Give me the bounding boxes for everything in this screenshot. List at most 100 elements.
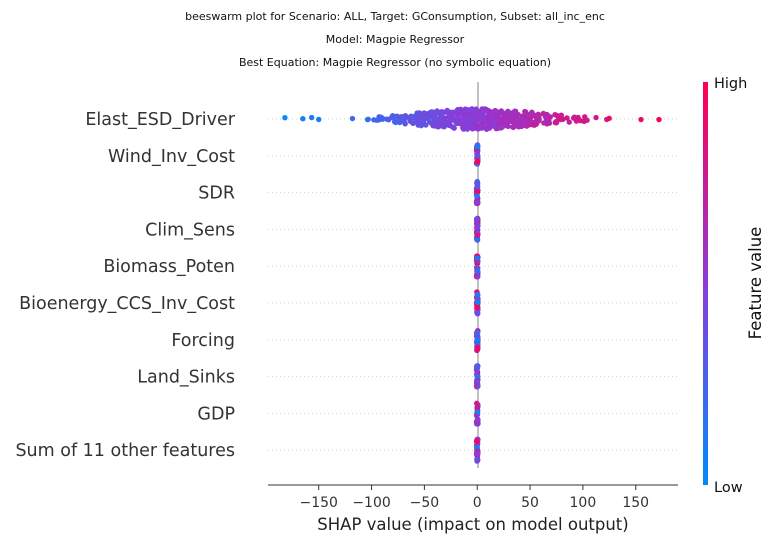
- shap-point: [474, 420, 481, 427]
- feature-label: SDR: [198, 184, 235, 204]
- colorbar-title: Feature value: [746, 227, 765, 340]
- shap-point: [478, 123, 485, 129]
- shap-point: [474, 273, 481, 280]
- shap-point: [474, 450, 481, 457]
- shap-point: [440, 123, 446, 129]
- shap-point: [488, 118, 494, 124]
- shap-point: [474, 363, 480, 369]
- shap-point: [484, 120, 490, 126]
- shap-point: [364, 116, 371, 123]
- shap-point: [474, 373, 481, 379]
- shap-point: [470, 122, 476, 129]
- feature-label: Forcing: [171, 331, 235, 351]
- shap-point: [474, 180, 480, 187]
- shap-point: [474, 112, 480, 119]
- shap-point: [474, 152, 481, 159]
- shap-point: [530, 122, 536, 128]
- shap-point: [414, 110, 420, 116]
- shap-point: [426, 119, 433, 125]
- shap-point: [474, 143, 481, 150]
- shap-point: [545, 117, 551, 124]
- shap-points: [282, 106, 662, 464]
- chart-subtitle-model: Model: Magpie Regressor: [325, 33, 465, 46]
- shap-point: [515, 119, 522, 126]
- shap-point: [473, 116, 479, 123]
- shap-point: [374, 117, 380, 123]
- feature-label: Bioenergy_CCS_Inv_Cost: [19, 294, 235, 314]
- shap-point: [398, 114, 404, 120]
- x-tick-label: −100: [352, 495, 390, 511]
- shap-point: [309, 114, 315, 121]
- feature-label: GDP: [197, 404, 235, 424]
- shap-point: [505, 112, 512, 119]
- shap-point: [430, 122, 436, 129]
- shap-point: [384, 116, 390, 122]
- shap-point: [498, 125, 504, 131]
- shap-point: [474, 456, 480, 463]
- chart-title: beeswarm plot for Scenario: ALL, Target:…: [185, 10, 605, 23]
- shap-point: [464, 121, 470, 127]
- shap-point: [428, 109, 434, 115]
- shap-point: [515, 124, 522, 130]
- x-tick-label: 50: [521, 495, 539, 511]
- colorbar-low-label: Low: [714, 480, 743, 496]
- shap-point: [474, 192, 480, 199]
- shap-point: [656, 116, 662, 123]
- shap-point: [474, 438, 480, 445]
- shap-point: [465, 115, 471, 122]
- shap-point: [391, 118, 398, 125]
- x-axis-ticks: −150 −100 −50 0 50 100 150: [299, 485, 649, 511]
- shap-point: [504, 117, 510, 123]
- shap-point: [469, 107, 475, 113]
- shap-point: [447, 116, 453, 122]
- shap-point: [473, 216, 480, 222]
- shap-point: [316, 116, 322, 123]
- shap-point: [606, 115, 612, 122]
- shap-point: [566, 119, 572, 125]
- row-gridlines: [268, 118, 678, 451]
- shap-point: [582, 114, 588, 120]
- shap-point: [525, 122, 532, 128]
- shap-point: [474, 299, 481, 306]
- shap-point: [474, 255, 480, 261]
- shap-point: [474, 330, 481, 336]
- feature-label: Sum of 11 other features: [15, 441, 235, 461]
- colorbar-high-label: High: [714, 76, 747, 92]
- shap-point: [474, 337, 481, 343]
- shap-point: [454, 107, 460, 114]
- shap-point: [461, 107, 467, 114]
- chart-subtitle-equation: Best Equation: Magpie Regressor (no symb…: [238, 56, 552, 69]
- shap-point: [557, 116, 563, 123]
- shap-point: [474, 310, 481, 317]
- shap-point: [474, 344, 481, 351]
- shap-point: [455, 112, 462, 118]
- shap-point: [482, 108, 489, 114]
- shap-point: [464, 126, 471, 132]
- shap-point: [638, 116, 644, 123]
- x-tick-label: −50: [410, 495, 440, 511]
- feature-label: Wind_Inv_Cost: [108, 147, 235, 167]
- shap-point: [432, 115, 438, 121]
- feature-labels: Elast_ESD_Driver Wind_Inv_Cost SDR Clim_Sen…: [15, 110, 235, 461]
- shap-point: [300, 116, 306, 122]
- shap-point: [474, 268, 481, 275]
- shap-point: [402, 121, 408, 127]
- shap-point: [282, 114, 288, 121]
- shap-point: [377, 114, 384, 120]
- feature-label: Biomass_Poten: [103, 257, 235, 277]
- shap-point: [450, 111, 456, 118]
- shap-point: [457, 119, 463, 125]
- feature-label: Land_Sinks: [137, 368, 235, 388]
- shap-point: [593, 114, 599, 121]
- x-tick-label: 0: [473, 495, 482, 511]
- shap-point: [474, 304, 480, 311]
- shap-point: [473, 400, 480, 407]
- feature-label: Elast_ESD_Driver: [85, 110, 235, 130]
- x-tick-label: −150: [299, 495, 337, 511]
- shap-point: [397, 119, 403, 126]
- shap-point: [478, 116, 485, 123]
- shap-point: [522, 109, 529, 115]
- shap-point: [553, 120, 560, 126]
- shap-point: [474, 158, 481, 165]
